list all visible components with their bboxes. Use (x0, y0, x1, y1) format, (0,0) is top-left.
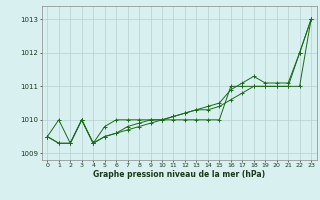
X-axis label: Graphe pression niveau de la mer (hPa): Graphe pression niveau de la mer (hPa) (93, 170, 265, 179)
